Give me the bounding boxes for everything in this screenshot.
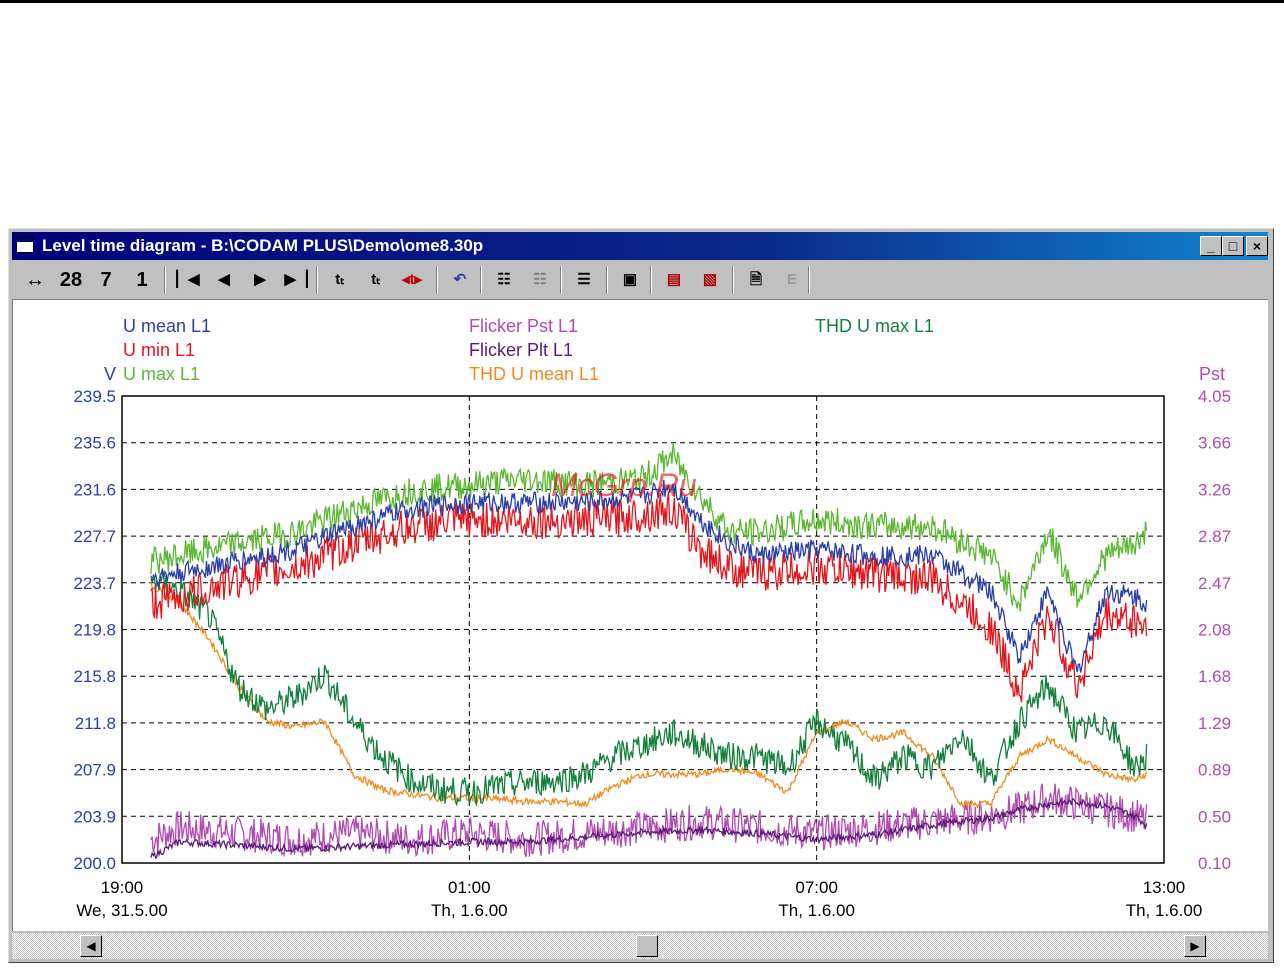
left-axis-unit: V — [104, 364, 116, 384]
scroll-thumb[interactable] — [636, 935, 658, 957]
toolbar-separator — [436, 266, 438, 294]
page-top-rule — [0, 0, 1284, 3]
left-axis-tick-label: 200.0 — [73, 854, 116, 873]
series-line-u-max-l1 — [150, 442, 1148, 612]
right-axis-tick-label: 0.89 — [1198, 761, 1231, 780]
legend-entry: U max L1 — [123, 364, 200, 384]
level-time-chart: U mean L1 U min L1 U max L1 Flicker Pst L1 F… — [73, 316, 1231, 920]
channel-settings-icon[interactable]: ☰ — [577, 271, 591, 288]
watermark-text: McGrp.Ru — [551, 467, 697, 503]
left-axis-tick-label: 219.8 — [73, 621, 116, 640]
x-axis-date-label: We, 31.5.00 — [76, 901, 167, 920]
zoom-7-days-button[interactable]: 7 — [100, 269, 112, 291]
select-channels-icon[interactable]: ☷ — [497, 271, 511, 288]
horizontal-scrollbar[interactable]: ◀ ▶ — [12, 933, 1268, 959]
x-axis-time-label: 07:00 — [795, 878, 838, 897]
zoom-28-days-button[interactable]: 28 — [59, 269, 83, 291]
series-line-u-min-l1 — [150, 491, 1148, 703]
plot-frame — [121, 395, 1165, 864]
left-axis-tick-label: 215.8 — [73, 667, 116, 686]
left-axis-tick-label: 223.7 — [73, 574, 116, 593]
plot-area[interactable]: U mean L1 U min L1 U max L1 Flicker Pst L1 F… — [12, 299, 1268, 931]
left-axis-tick-label: 203.9 — [73, 807, 116, 826]
toolbar-separator — [606, 266, 608, 294]
legend-entry: THD U mean L1 — [469, 364, 599, 384]
x-axis-time-label: 19:00 — [101, 878, 144, 897]
next-page-icon[interactable]: ▶ — [254, 271, 266, 288]
toolbar: ↔ 28 7 1 ▏◀ ◀ ▶ ▶▕ tₜ tₜ ◂t▸ ↶ ☷ ☷ ☰ ▣ ▤… — [12, 262, 1268, 298]
x-axis-time-label: 13:00 — [1143, 878, 1186, 897]
time-zoom-in-icon[interactable]: tₜ — [335, 271, 345, 288]
right-axis-unit: Pst — [1199, 364, 1225, 384]
x-axis-time-label: 01:00 — [448, 878, 491, 897]
level-time-diagram-window: Level time diagram - B:\CODAM PLUS\Demo\… — [8, 228, 1274, 963]
right-axis-tick-label: 2.47 — [1198, 574, 1231, 593]
right-axis-tick-label: 0.10 — [1198, 854, 1231, 873]
x-axis-date-label: Th, 1.6.00 — [431, 901, 508, 920]
right-axis-tick-label: 0.50 — [1198, 807, 1231, 826]
scroll-right-arrow-icon[interactable]: ▶ — [1184, 935, 1206, 957]
series-line-flicker-pst-l1 — [150, 783, 1148, 858]
right-axis-tick-label: 2.87 — [1198, 527, 1231, 546]
time-span-arrow-icon[interactable]: ↔ — [25, 269, 45, 291]
left-axis-tick-label: 227.7 — [73, 527, 116, 546]
left-axis-tick-label: 231.6 — [73, 480, 116, 499]
toolbar-separator — [560, 266, 562, 294]
right-axis-tick-label: 1.68 — [1198, 667, 1231, 686]
legend-entry: Flicker Pst L1 — [469, 316, 578, 336]
right-axis-tick-label: 2.08 — [1198, 621, 1231, 640]
left-axis-tick-label: 207.9 — [73, 761, 116, 780]
undo-icon[interactable]: ↶ — [453, 271, 467, 288]
document-report-icon[interactable]: 🗎 — [749, 271, 763, 288]
toolbar-separator — [316, 266, 318, 294]
toolbar-separator — [480, 266, 482, 294]
right-axis-tick-label: 4.05 — [1198, 387, 1231, 406]
right-axis-tick-label: 3.26 — [1198, 480, 1231, 499]
legend-entry: THD U max L1 — [815, 316, 934, 336]
channel-list-disabled-icon: ☷ — [533, 271, 547, 288]
maximize-button[interactable]: □ — [1222, 236, 1244, 256]
scroll-left-arrow-icon[interactable]: ◀ — [80, 935, 102, 957]
toolbar-separator — [732, 266, 734, 294]
legend-entry: Flicker Plt L1 — [469, 340, 573, 360]
left-axis-tick-label: 235.6 — [73, 434, 116, 453]
graph-help-icon[interactable]: ▧ — [702, 271, 718, 288]
previous-page-icon[interactable]: ◀ — [218, 271, 230, 288]
close-button[interactable]: × — [1246, 236, 1268, 256]
left-axis-tick-label: 211.8 — [75, 714, 116, 733]
series-line-flicker-plt-l1 — [150, 797, 1148, 860]
first-page-icon[interactable]: ▏◀ — [176, 271, 200, 288]
series-line-thd-u-mean-l1 — [150, 581, 1148, 810]
window-system-icon[interactable] — [16, 237, 34, 253]
x-axis-date-label: Th, 1.6.00 — [1126, 901, 1203, 920]
series-line-thd-u-max-l1 — [150, 570, 1148, 807]
graph-view-icon[interactable]: ▤ — [666, 271, 682, 288]
toolbar-separator — [164, 266, 166, 294]
last-page-icon[interactable]: ▶▕ — [284, 271, 308, 288]
zoom-1-day-button[interactable]: 1 — [136, 269, 148, 291]
window-title: Level time diagram - B:\CODAM PLUS\Demo\… — [42, 236, 484, 255]
toolbar-separator — [808, 266, 810, 294]
time-zoom-out-icon[interactable]: tₜ — [371, 271, 381, 288]
legend-entry: U mean L1 — [123, 316, 211, 336]
legend-entry: U min L1 — [123, 340, 195, 360]
x-axis-date-label: Th, 1.6.00 — [778, 901, 855, 920]
series-line-u-mean-l1 — [150, 479, 1148, 673]
diagram-window-icon[interactable]: ▣ — [622, 271, 638, 288]
right-axis-tick-label: 1.29 — [1198, 714, 1231, 733]
minimize-button[interactable]: _ — [1200, 236, 1222, 256]
left-axis-tick-label: 239.5 — [73, 387, 116, 406]
title-bar[interactable]: Level time diagram - B:\CODAM PLUS\Demo\… — [12, 232, 1268, 260]
right-axis-tick-label: 3.66 — [1198, 434, 1231, 453]
time-shift-icon[interactable]: ◂t▸ — [401, 271, 423, 288]
export-disabled-icon: E — [786, 271, 797, 288]
toolbar-separator — [650, 266, 652, 294]
